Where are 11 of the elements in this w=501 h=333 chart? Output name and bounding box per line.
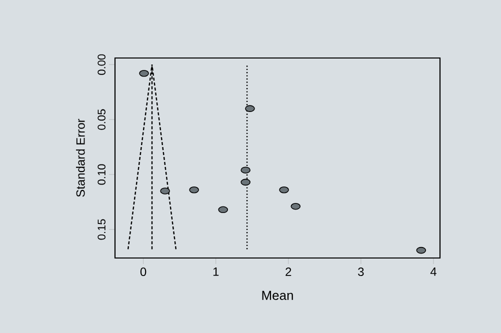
x-tick-label: 1 xyxy=(213,268,219,276)
x-tick-label: 2 xyxy=(286,268,292,276)
y-tick-label: 0.15 xyxy=(98,219,106,240)
x-axis-title: Mean xyxy=(262,290,293,300)
y-tick-label: 0.00 xyxy=(98,54,106,75)
x-tick-label: 4 xyxy=(430,268,436,276)
y-axis-title: Standard Error xyxy=(76,118,85,197)
x-tick-label: 0 xyxy=(140,268,146,276)
y-tick-label: 0.10 xyxy=(98,164,106,185)
x-tick-label: 3 xyxy=(358,268,364,276)
y-tick-label: 0.05 xyxy=(98,109,106,130)
